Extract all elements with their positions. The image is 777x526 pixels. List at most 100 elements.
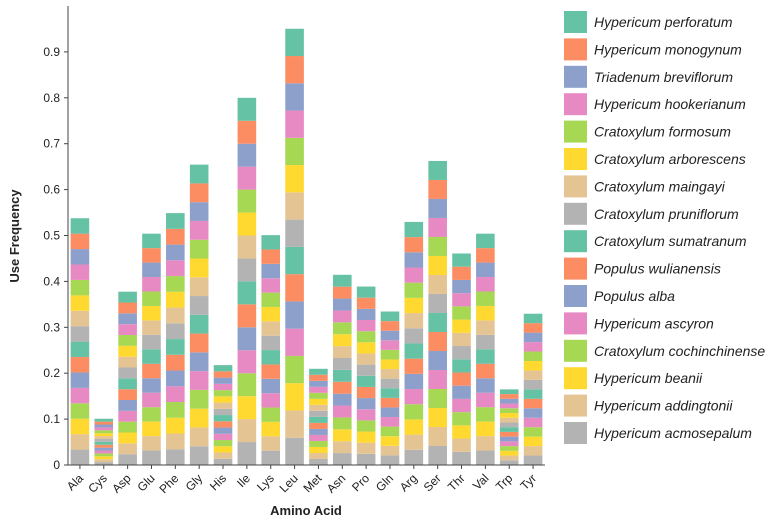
legend-swatch [564,38,587,61]
legend-swatch [564,257,587,280]
bar-segment [499,455,519,461]
legend-item: Cratoxylum maingayi [564,175,726,198]
bar-segment [452,346,471,360]
bar-segment [118,378,137,390]
bar-segment [94,421,114,425]
bar-segment [94,427,114,431]
bar-stack-trp [499,389,519,465]
bar-stack-glu [142,233,161,465]
bar-segment [332,346,352,359]
bar-segment [237,442,257,465]
bar-stack-tyr [523,313,543,465]
bar-segment [237,419,257,443]
bar-segment [285,437,304,465]
bar-segment [70,310,90,327]
bar-segment [166,370,185,387]
bar-segment [309,458,328,465]
bar-segment [285,410,304,438]
bar-segment [213,458,233,465]
bar-segment [261,306,281,322]
bar-segment [166,339,185,355]
bar-segment [189,333,209,353]
x-tick-label: Glu [134,471,157,494]
y-tick-label: 0.2 [43,366,60,380]
bar-segment [285,246,304,275]
bar-segment [118,291,137,303]
bar-segment [237,143,257,167]
bar-segment [213,427,233,434]
x-tick-label: Phe [156,471,181,496]
bar-segment [94,433,114,437]
bar-segment [213,452,233,459]
bar-segment [213,402,233,409]
x-tick-label: Ser [421,471,444,494]
bar-segment [261,378,281,394]
bar-segment [428,312,447,332]
bar-segment [166,417,185,434]
bar-segment [142,349,161,364]
bar-segment [285,110,304,138]
y-tick-label: 0.4 [43,274,60,288]
bar-stack-asp [118,291,137,465]
bar-segment [380,388,400,398]
bar-segment [356,386,376,399]
legend-swatch [564,367,587,390]
x-tick-label: Ile [234,471,253,490]
bar-segment [70,403,90,419]
bar-stack-gly [189,164,209,465]
bar-segment [94,424,114,428]
bar-segment [213,433,233,441]
bar-segment [70,434,90,450]
bar-segment [380,340,400,350]
bar-segment [404,404,424,420]
bar-segment [356,331,376,343]
bar-segment [189,164,209,184]
bar-segment [166,323,185,340]
bar-segment [476,320,495,335]
legend-label: Cratoxylum cochinchinense [594,343,765,359]
bar-segment [70,357,90,373]
bar-segment [428,274,447,294]
legend-label: Populus alba [594,288,675,304]
legend-item: Hypericum addingtonii [564,394,733,417]
bar-segment [189,446,209,465]
bar-segment [332,453,352,465]
bar-segment [499,408,519,413]
legend-label: Hypericum acmosepalum [594,425,752,441]
bar-segment [404,343,424,359]
bar-segment [309,368,328,375]
bar-segment [499,389,519,395]
legend-item: Populus wulianensis [564,257,721,280]
bar-stack-his [213,365,233,465]
bar-segment [499,422,519,428]
x-tick-label: Gly [183,471,206,494]
bar-segment [70,418,90,435]
x-tick-label: Thr [445,471,468,494]
bar-segment [118,400,137,411]
bar-segment [237,396,257,420]
legend-label: Cratoxylum sumatranum [594,233,747,249]
bar-stack-met [309,368,328,465]
bar-segment [285,274,304,302]
bar-segment [94,430,114,434]
bar-segment [523,398,543,409]
x-tick-label: Met [300,471,325,496]
bar-segment [189,371,209,390]
bar-segment [356,297,376,309]
bar-segment [309,398,328,405]
bar-segment [380,417,400,427]
bar-segment [285,355,304,384]
bar-segment [332,381,352,394]
bar-segment [380,436,400,446]
legend-item: Hypericum perforatum [564,11,733,33]
bar-segment [356,442,376,454]
bar-segment [476,277,495,292]
bar-stack-gln [380,311,400,465]
bar-segment [94,462,114,465]
bar-segment [499,446,519,451]
bar-segment [261,450,281,465]
bar-segment [523,436,543,447]
bar-segment [428,255,447,275]
bar-segment [285,56,304,84]
y-tick-label: 0.8 [43,91,60,105]
